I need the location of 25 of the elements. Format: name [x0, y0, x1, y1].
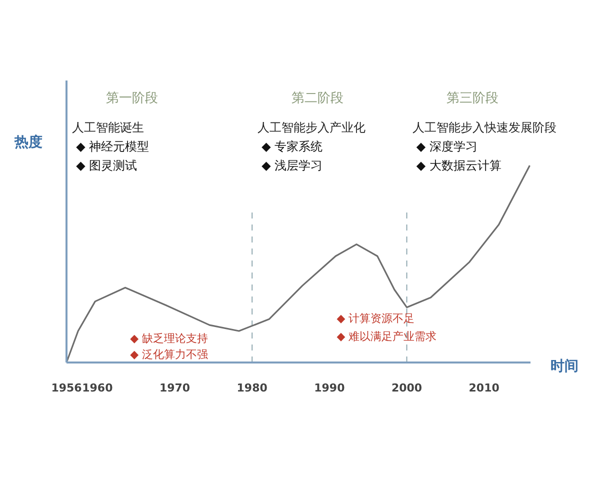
- x-tick-label: 1956: [51, 382, 82, 394]
- x-tick-label: 2010: [468, 382, 500, 394]
- x-tick-label: 1980: [236, 382, 268, 394]
- text: 第一阶段: [106, 91, 158, 106]
- text: 人工智能诞生: [72, 120, 144, 134]
- annotation: ◆ 浅层学习: [262, 158, 323, 172]
- x-tick-label: 1960: [82, 382, 114, 394]
- text: ◆ 专家系统: [262, 140, 323, 154]
- annotation: ◆ 图灵测试: [76, 158, 138, 172]
- text: 人工智能步入产业化: [258, 120, 366, 134]
- annotation: ◆ 缺乏理论支持: [130, 332, 208, 345]
- annotation: ◆ 计算资源不足: [336, 312, 415, 325]
- text: ◆ 深度学习: [416, 140, 478, 154]
- x-tick-label: 1990: [314, 382, 346, 394]
- text: ◆ 神经元模型: [76, 140, 150, 154]
- x-tick-label: 2000: [391, 382, 422, 394]
- x-axis-title: 时间: [550, 358, 578, 374]
- x-tick-label: 1970: [159, 382, 190, 394]
- text: 人工智能步入快速发展阶段: [412, 120, 556, 134]
- annotation: ◆ 难以满足产业需求: [336, 330, 437, 343]
- annotation: ◆ 泛化算力不强: [130, 348, 208, 361]
- text: 第三阶段: [446, 91, 498, 106]
- y-axis-title: 热度: [14, 134, 42, 150]
- text: 第二阶段: [292, 91, 344, 106]
- annotation: ◆ 大数据云计算: [416, 158, 502, 172]
